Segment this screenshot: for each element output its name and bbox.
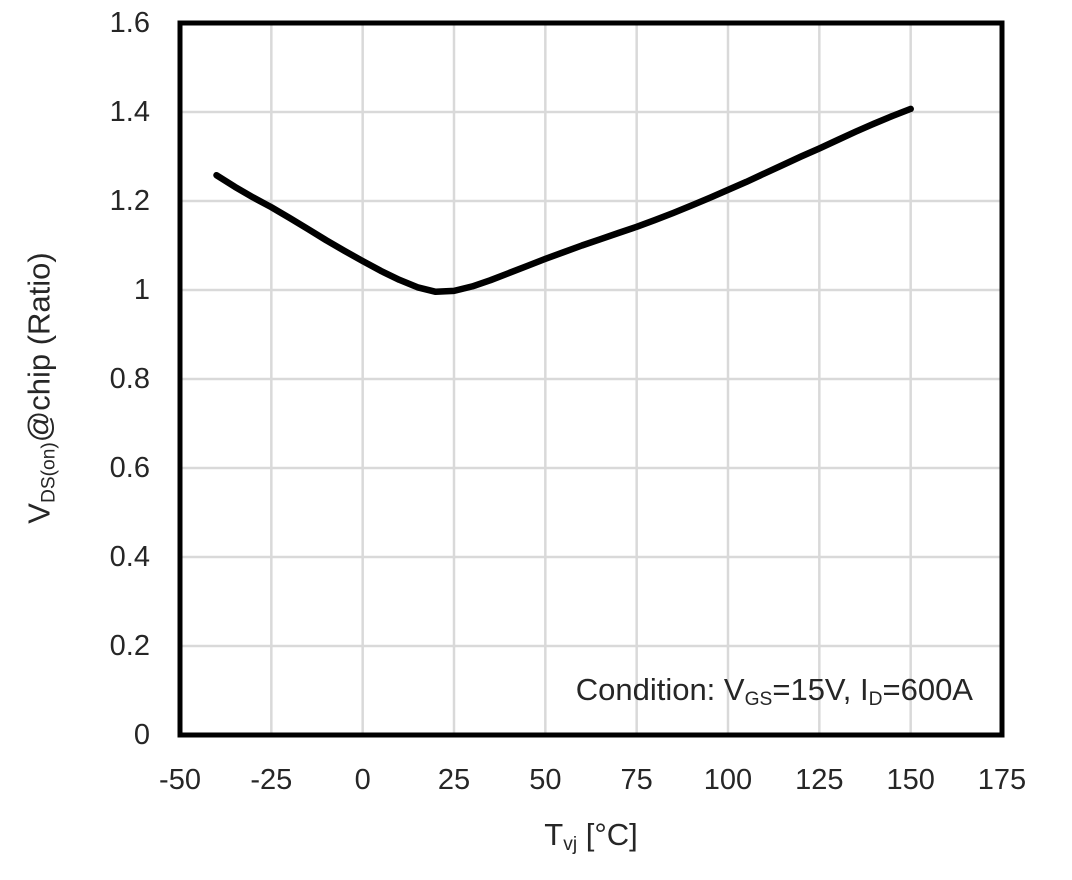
y-tick-label: 1.2: [109, 185, 150, 217]
subscript-segment: GS: [744, 689, 773, 711]
x-tick-label: 25: [437, 764, 471, 796]
y-tick-label: 0.8: [109, 363, 150, 395]
y-tick-label: 0.4: [109, 541, 150, 573]
y-tick-label: 1.6: [109, 7, 150, 39]
subscript-segment: DS(on): [38, 442, 60, 504]
text-segment: V: [21, 503, 57, 524]
plot-border: [177, 20, 1005, 738]
x-tick-label: -50: [159, 764, 201, 796]
x-tick-label: 100: [703, 764, 753, 796]
x-tick-label: 150: [886, 764, 935, 796]
data-curve: [213, 105, 914, 296]
x-tick-label: 50: [529, 764, 562, 796]
x-tick-label: 0: [354, 764, 371, 796]
text-segment: [°C]: [577, 817, 638, 852]
y-axis-title: VDS(on)@chip (Ratio): [21, 252, 64, 523]
text-segment: T: [544, 817, 564, 852]
text-segment: Condition: V: [575, 672, 745, 707]
x-axis-title: Tvj [°C]: [544, 816, 637, 859]
subscript-segment: D: [868, 689, 883, 711]
y-tick-label: 0.6: [109, 452, 150, 484]
y-tick-label: 0.2: [109, 630, 150, 662]
text-segment: =600A: [882, 672, 973, 707]
condition-annotation: Condition: VGS=15V, ID=600A: [576, 671, 973, 714]
x-tick-label: 125: [795, 764, 844, 796]
x-tick-label: -25: [250, 764, 293, 796]
text-segment: =15V, I: [772, 672, 869, 707]
text-segment: @chip (Ratio): [21, 252, 57, 443]
x-tick-label: 175: [977, 764, 1027, 796]
y-tick-label: 0: [133, 719, 150, 751]
x-tick-label: 75: [620, 764, 653, 796]
y-tick-label: 1: [133, 274, 150, 306]
y-tick-label: 1.4: [109, 96, 150, 128]
subscript-segment: vj: [563, 834, 578, 856]
